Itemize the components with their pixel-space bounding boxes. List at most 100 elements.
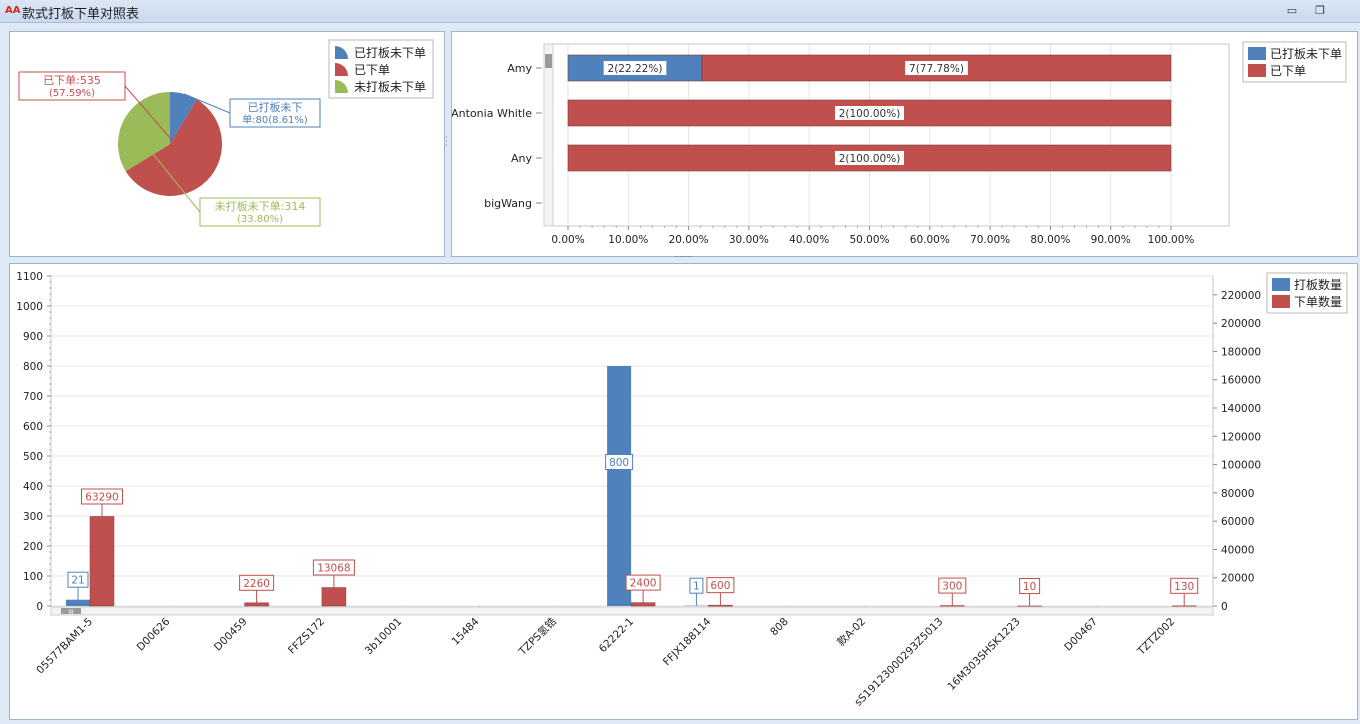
col-data-label-7-1: 2400 (630, 578, 657, 590)
col-data-label-box-2-1 (239, 574, 275, 591)
col-plot-area (50, 275, 1214, 607)
pie-leader-line-1 (124, 85, 208, 181)
col-right-tick-label-5: 100000 (1221, 460, 1261, 472)
bar-x-tick-label-3: 30.00% (729, 234, 769, 246)
col-data-label-12-1: 10 (1023, 581, 1036, 593)
col-bar-8-1 (708, 604, 733, 607)
col-left-tick-label-2: 200 (23, 541, 43, 553)
col-data-label-box-0-1 (81, 488, 123, 505)
col-category-label-10: 款A-02 (834, 615, 868, 649)
bar-x-tick-label-1: 10.00% (608, 234, 648, 246)
col-right-tick-label-3: 60000 (1221, 516, 1254, 528)
pie-label-box-2 (199, 197, 321, 227)
col-category-label-9: 808 (768, 616, 791, 639)
col-right-tick-label-0: 0 (1221, 601, 1228, 613)
col-data-label-box-14-1 (1170, 577, 1199, 594)
pie-legend-entry-0: 已打板未下单 (354, 46, 426, 60)
minimize-button[interactable]: ▭ (1286, 4, 1298, 17)
bar-x-tick-label-0: 0.00% (551, 234, 584, 246)
bar-x-tick-label-5: 50.00% (849, 234, 889, 246)
col-right-tick-label-1: 20000 (1221, 573, 1254, 585)
bar-legend-entry-1: 已下单 (1270, 64, 1306, 78)
column-chart: 0 100 200 300 400 500 600 700 800 900 1000 1100 0 200… (16, 271, 1348, 709)
pie-label-box-1 (18, 71, 126, 101)
pie-data-label-0: 已打板未下 (248, 100, 303, 114)
col-left-tick-label-9: 900 (23, 331, 43, 343)
col-category-label-12: 16M303SHSK1223 (945, 616, 1022, 693)
col-bar-0-0 (66, 599, 90, 606)
pie-legend-swatch-2 (335, 80, 348, 93)
col-legend-entry-0: 打板数量 (1294, 277, 1342, 292)
pie-legend-entry-2: 未打板未下单 (354, 80, 426, 94)
col-category-label-3: FFZS172 (286, 616, 327, 657)
window-title: 款式打板下单对照表 (22, 7, 140, 22)
col-data-label-11-1: 300 (942, 581, 962, 593)
bar-category-label-3: bigWang (484, 197, 532, 210)
col-data-label-box-7-1 (625, 574, 661, 591)
col-right-tick-label-9: 180000 (1221, 346, 1261, 358)
col-category-label-11: sS19123000293Z5013 (852, 616, 945, 709)
title-bar: AA 款式打板下单对照表 ▭ ❐ (0, 0, 1360, 23)
bar-data-label-0-0: 2(22.22%) (608, 63, 663, 75)
vertical-splitter-handle[interactable]: · · · (445, 133, 448, 151)
col-data-label-0-1: 63290 (85, 491, 118, 503)
pie-legend-swatch-0 (335, 46, 348, 59)
col-left-tick-label-0: 0 (36, 601, 43, 613)
col-legend-swatch-1 (1272, 295, 1290, 308)
bar-legend-swatch-0 (1248, 47, 1266, 60)
bar-data-label-bg-0-0 (603, 61, 667, 75)
bar-data-label-1-1: 2(100.00%) (839, 108, 901, 120)
col-x-scrollbar (50, 606, 1214, 616)
bar-x-tick-label-4: 40.00% (789, 234, 829, 246)
bar-data-label-2-1: 2(100.00%) (839, 153, 901, 165)
pie-leader-line-2 (124, 118, 201, 213)
col-bar-0-1 (89, 516, 115, 607)
column-chart-panel: 0 100 200 300 400 500 600 700 800 900 1000 1100 0 200… (9, 263, 1358, 720)
bar-legend-entry-0: 已打板未下单 (1270, 47, 1342, 61)
bar-category-label-2: Any (511, 152, 532, 165)
col-bar-7-0 (607, 366, 632, 606)
col-left-tick-label-3: 300 (23, 511, 43, 523)
col-data-label-8-0: 1 (693, 581, 700, 593)
col-data-label-box-8-0 (689, 577, 704, 594)
col-legend-swatch-0 (1272, 278, 1290, 291)
col-left-tick-label-8: 800 (23, 361, 43, 373)
restore-button[interactable]: ❐ (1315, 4, 1325, 17)
col-left-tick-label-10: 1000 (16, 301, 43, 313)
col-left-tick-label-6: 600 (23, 421, 43, 433)
bar-data-label-bg-1-1 (835, 106, 904, 120)
col-x-scrollbar-grip: III (68, 609, 74, 616)
col-right-tick-label-8: 160000 (1221, 375, 1261, 387)
bar-category-label-1: Antonia Whitle (452, 107, 532, 120)
bar-x-tick-label-2: 20.00% (669, 234, 709, 246)
pie-leader-line-0 (183, 93, 231, 114)
bar-axis-scrollbar-thumb (545, 54, 552, 68)
col-category-label-5: 15484 (450, 615, 482, 647)
bar-x-tick-label-6: 60.00% (910, 234, 950, 246)
col-right-tick-label-7: 140000 (1221, 403, 1261, 415)
stacked-bar-chart: 0.00% 10.00% 20.00% 30.00% 40.00% 50.00% 60.00… (451, 41, 1347, 246)
col-category-label-13: D00467 (1062, 616, 1100, 654)
horizontal-splitter-handle[interactable] (675, 256, 691, 261)
col-data-label-box-3-1 (312, 559, 355, 576)
pie-chart: 已打板未下单:80(8.61%) 已下单:535(57.59%) 未打板未下单:31… (18, 39, 434, 227)
col-left-tick-label-4: 400 (23, 481, 43, 493)
pie-legend-entry-1: 已下单 (354, 63, 390, 77)
stacked-bar-chart-panel: 0.00% 10.00% 20.00% 30.00% 40.00% 50.00% 60.00… (451, 31, 1358, 257)
bar-x-tick-label-10: 100.00% (1148, 234, 1195, 246)
bar-data-label-0-1: 7(77.78%) (909, 63, 964, 75)
col-x-scrollbar-thumb (61, 608, 81, 614)
col-left-tick-label-1: 100 (23, 571, 43, 583)
col-right-tick-label-4: 80000 (1221, 488, 1254, 500)
pie-slice-2 (117, 92, 170, 172)
bar-category-label-0: Amy (507, 62, 532, 75)
col-category-label-2: D00459 (212, 616, 250, 654)
col-category-label-14: TZTZ002 (1135, 616, 1178, 659)
bar-x-tick-label-7: 70.00% (970, 234, 1010, 246)
pie-data-label-1: (57.59%) (49, 88, 95, 99)
col-data-label-box-12-1 (1019, 577, 1041, 594)
app-logo-icon: AA (5, 5, 21, 16)
pie-label-box-0 (229, 98, 321, 128)
col-category-label-7: 62222-1 (597, 616, 637, 656)
bar-x-tick-label-8: 80.00% (1030, 234, 1070, 246)
